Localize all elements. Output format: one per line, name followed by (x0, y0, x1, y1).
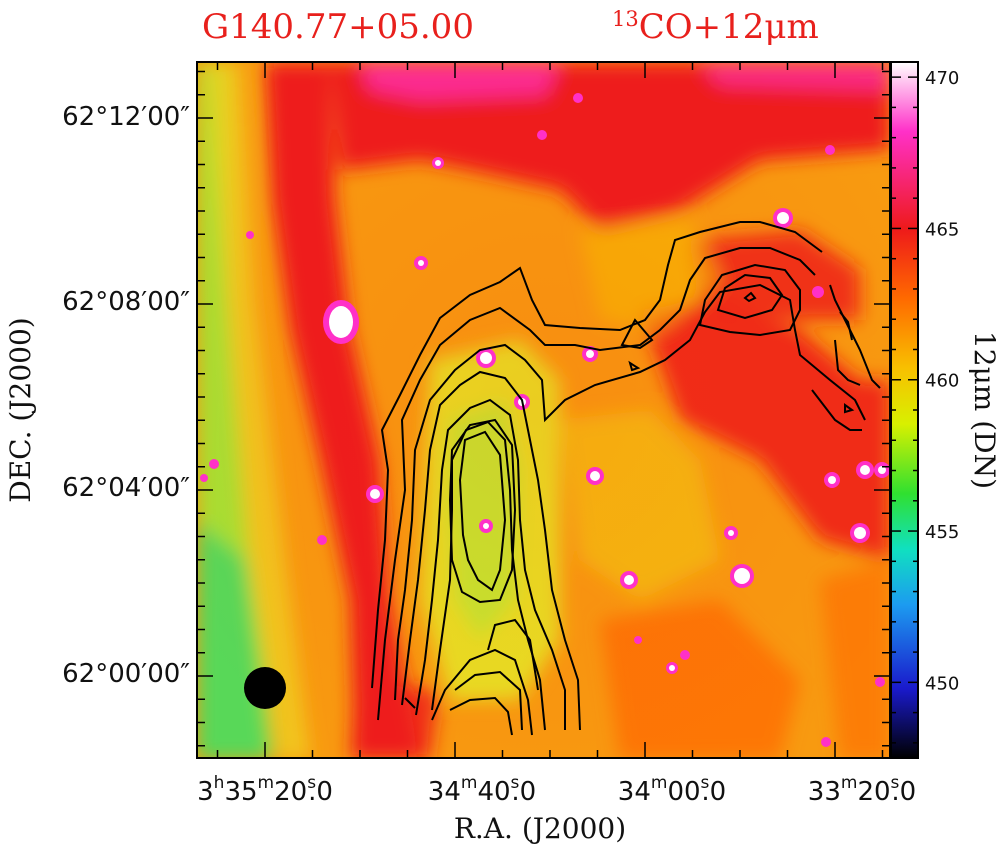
co-contours (371, 221, 881, 736)
colorbar-tick-label: 470 (925, 68, 959, 89)
axis-ticks (197, 62, 890, 758)
title-superscript: 13 (612, 7, 639, 31)
x-tick-label: 33m20s.0 (808, 773, 916, 807)
y-axis-tick-labels: 62°12′00″ 62°08′00″ 62°04′00″ 62°00′00″ (62, 102, 190, 689)
x-axis-label: R.A. (J2000) (454, 812, 626, 845)
colorbar-tick-label: 460 (925, 371, 959, 392)
x-tick-label: 34m00s.0 (618, 773, 726, 807)
colorbar-ticks (891, 76, 918, 744)
y-tick-label: 62°08′00″ (62, 287, 190, 317)
colorbar: 470 465 460 455 450 12μm (DN) (890, 61, 1001, 759)
beam-marker (244, 667, 286, 709)
colorbar-tick-label: 450 (925, 673, 959, 694)
y-tick-label: 62°12′00″ (62, 102, 190, 132)
colorbar-label: 12μm (DN) (968, 331, 1001, 489)
colorbar-tick-labels: 470 465 460 455 450 (925, 68, 959, 694)
x-axis-tick-labels: 3h35m20s.0 34m40s.0 34m00s.0 33m20s.0 (197, 773, 916, 807)
title-tracer-text: CO+12μm (639, 7, 819, 47)
y-axis-label: DEC. (J2000) (4, 317, 37, 502)
chart-title-source: G140.77+05.00 (202, 7, 474, 47)
chart-title-tracer: 13CO+12μm (612, 7, 819, 47)
heatmap-image (197, 62, 890, 758)
y-tick-label: 62°04′00″ (62, 473, 190, 503)
x-tick-label: 3h35m20s.0 (197, 773, 333, 807)
x-tick-label: 34m40s.0 (428, 773, 536, 807)
point-sources (200, 93, 890, 747)
y-tick-label: 62°00′00″ (62, 659, 190, 689)
colorbar-tick-label: 455 (925, 522, 959, 543)
colorbar-tick-label: 465 (925, 219, 959, 240)
